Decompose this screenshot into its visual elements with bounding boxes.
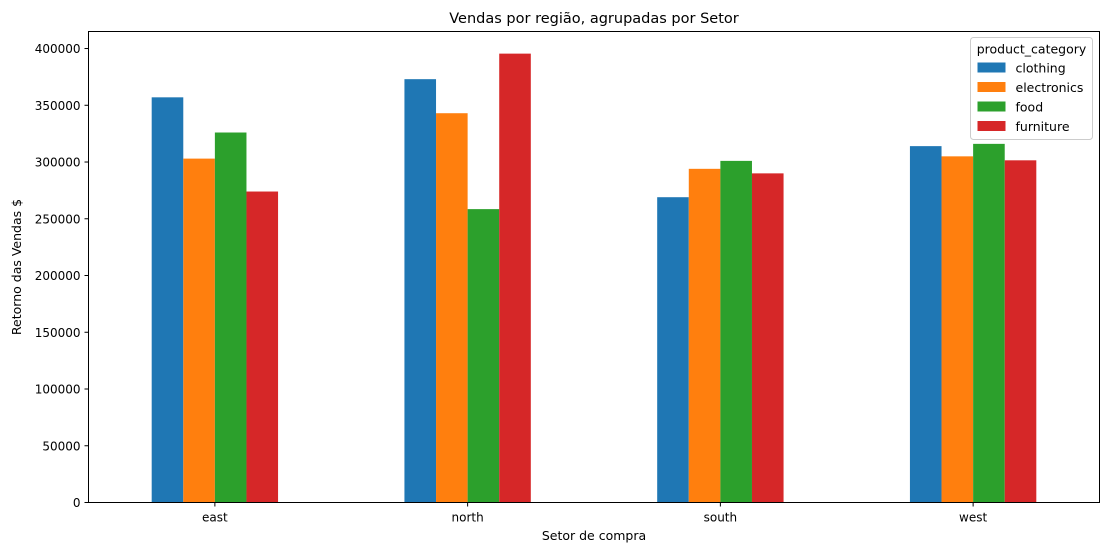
x-tick-label-east: east — [202, 511, 228, 525]
legend-swatch-electronics — [977, 82, 1006, 92]
legend-label-food: food — [1016, 100, 1044, 115]
legend-swatch-furniture — [977, 121, 1006, 131]
bar-west-electronics — [941, 156, 974, 503]
bar-east-food — [214, 132, 247, 503]
bar-west-furniture — [1004, 160, 1037, 503]
x-tick-label-west: west — [959, 511, 987, 525]
legend-label-electronics: electronics — [1016, 80, 1084, 95]
bar-south-clothing — [657, 197, 689, 503]
y-axis-label: Retorno das Vendas $ — [9, 199, 24, 335]
bar-east-electronics — [183, 158, 215, 503]
bar-west-food — [973, 143, 1005, 503]
y-tick-label: 350000 — [35, 99, 81, 113]
y-tick-label: 250000 — [35, 212, 81, 226]
legend-swatch-clothing — [977, 62, 1006, 73]
legend-swatch-food — [977, 101, 1006, 112]
bar-north-food — [467, 209, 500, 503]
bar-east-clothing — [151, 97, 184, 503]
x-axis-label: Setor de compra — [542, 528, 646, 543]
bar-south-furniture — [751, 173, 784, 503]
bar-south-food — [720, 160, 752, 503]
legend: product_category clothing electronics food f… — [970, 37, 1093, 140]
bars-group — [151, 53, 1037, 503]
x-axis: east north south west — [202, 502, 987, 525]
y-axis: 0 50000 100000 150000 200000 250000 300000 3500… — [35, 42, 89, 510]
plot-frame — [88, 31, 1100, 503]
legend-label-furniture: furniture — [1016, 119, 1070, 134]
bar-south-electronics — [688, 168, 721, 503]
chart-title: Vendas por região, agrupadas por Setor — [449, 11, 738, 27]
y-tick-label: 300000 — [35, 156, 81, 170]
bar-north-clothing — [404, 79, 437, 503]
y-tick-label: 50000 — [42, 439, 80, 453]
legend-title: product_category — [977, 42, 1087, 57]
y-tick-label: 0 — [73, 496, 81, 510]
x-tick-label-north: north — [452, 511, 484, 525]
y-tick-label: 200000 — [35, 269, 81, 283]
y-tick-label: 100000 — [35, 383, 81, 397]
bar-west-clothing — [909, 146, 942, 503]
legend-label-clothing: clothing — [1016, 61, 1066, 76]
x-tick-label-south: south — [704, 511, 738, 525]
y-tick-label: 150000 — [35, 326, 81, 340]
y-tick-label: 400000 — [35, 42, 81, 56]
bar-north-electronics — [436, 113, 468, 503]
bar-north-furniture — [499, 53, 531, 503]
bar-east-furniture — [246, 191, 279, 503]
